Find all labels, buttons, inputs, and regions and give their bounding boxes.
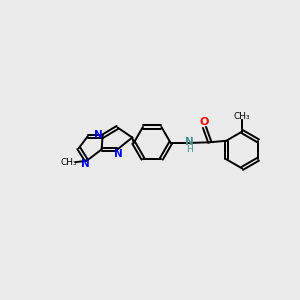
Text: CH₃: CH₃ [234, 112, 250, 121]
Text: N: N [114, 148, 123, 159]
Text: N: N [185, 137, 194, 147]
Text: N: N [94, 130, 103, 140]
Text: CH₃: CH₃ [61, 158, 77, 167]
Text: N: N [81, 159, 90, 169]
Text: H: H [186, 145, 192, 154]
Text: O: O [200, 117, 209, 127]
